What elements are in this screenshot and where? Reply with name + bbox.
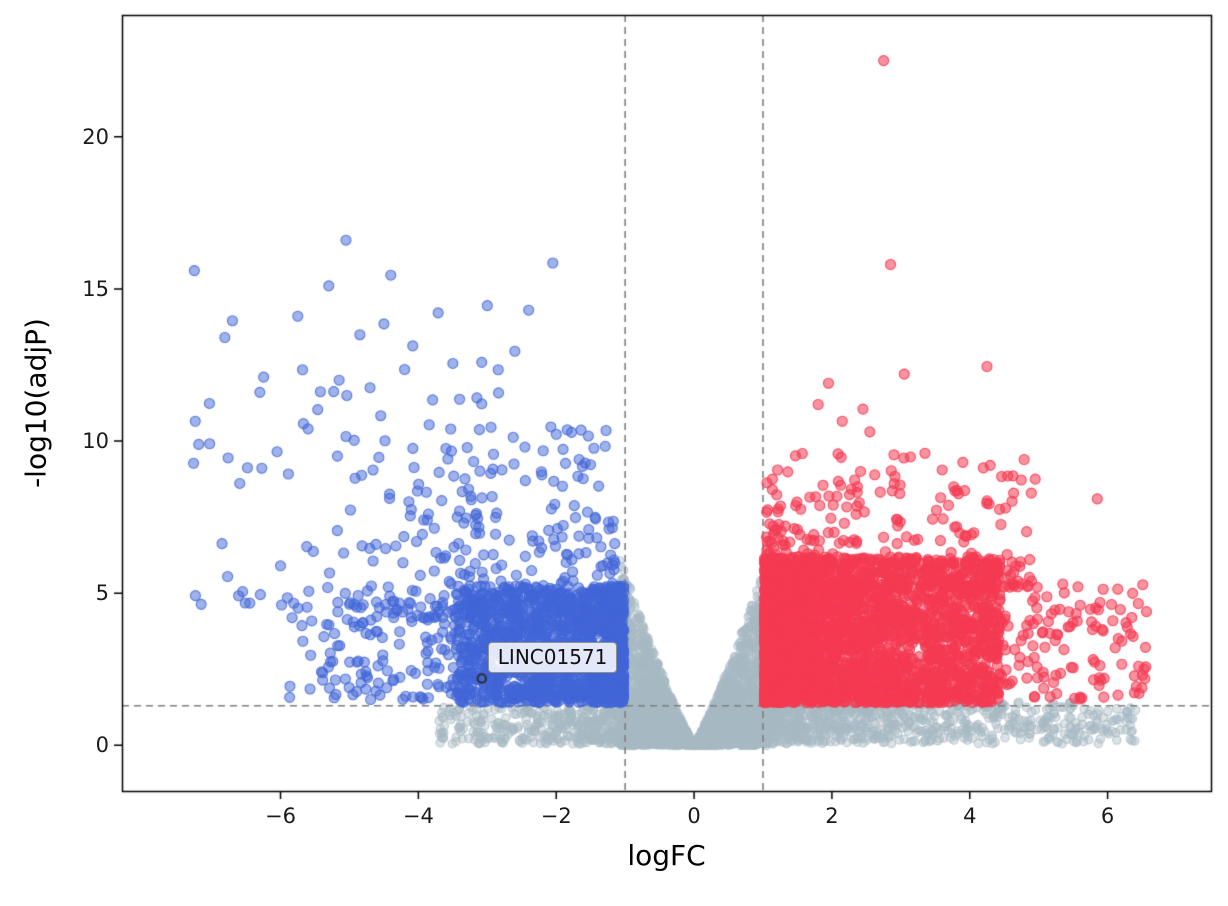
x-tick-label: 0: [687, 804, 701, 828]
gene-annotation-label: LINC01571: [487, 642, 618, 674]
y-tick-label: 0: [95, 733, 109, 758]
x-tick-label: 6: [1100, 804, 1115, 828]
x-tick-label: 2: [825, 804, 839, 828]
y-tick-label: 5: [95, 581, 109, 606]
x-tick-label: −2: [540, 804, 572, 828]
x-tick-label: −4: [402, 804, 434, 828]
x-axis-label: logFC: [627, 839, 706, 872]
x-tick-label: 4: [963, 804, 977, 828]
y-tick-label: 20: [82, 124, 109, 149]
y-axis-label: -log10(adjP): [19, 318, 53, 488]
y-tick-label: 10: [82, 429, 109, 454]
x-tick-label: −6: [265, 804, 296, 828]
y-tick-label: 15: [82, 276, 109, 301]
